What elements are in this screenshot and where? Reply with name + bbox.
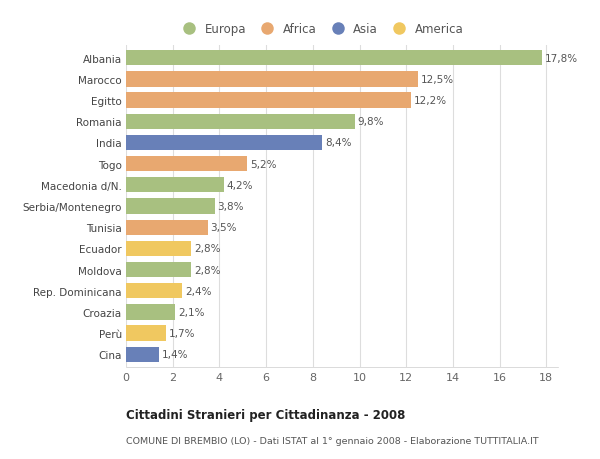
Bar bbox=[126, 51, 542, 66]
Text: 2,4%: 2,4% bbox=[185, 286, 211, 296]
Text: 12,2%: 12,2% bbox=[413, 96, 447, 106]
Bar bbox=[126, 178, 224, 193]
Bar bbox=[126, 347, 158, 362]
Text: 8,4%: 8,4% bbox=[325, 138, 352, 148]
Text: 2,1%: 2,1% bbox=[178, 307, 205, 317]
Text: 3,8%: 3,8% bbox=[218, 202, 244, 212]
Bar bbox=[126, 93, 411, 108]
Text: 5,2%: 5,2% bbox=[250, 159, 277, 169]
Bar bbox=[126, 157, 247, 172]
Bar bbox=[126, 326, 166, 341]
Text: 12,5%: 12,5% bbox=[421, 75, 454, 85]
Bar bbox=[126, 284, 182, 299]
Bar bbox=[126, 72, 418, 87]
Text: 2,8%: 2,8% bbox=[194, 244, 221, 254]
Text: 2,8%: 2,8% bbox=[194, 265, 221, 275]
Bar bbox=[126, 241, 191, 257]
Text: 9,8%: 9,8% bbox=[358, 117, 384, 127]
Text: 1,7%: 1,7% bbox=[169, 328, 195, 338]
Legend: Europa, Africa, Asia, America: Europa, Africa, Asia, America bbox=[178, 23, 463, 36]
Bar bbox=[126, 220, 208, 235]
Text: 17,8%: 17,8% bbox=[544, 54, 578, 64]
Text: 3,5%: 3,5% bbox=[211, 223, 237, 233]
Bar bbox=[126, 199, 215, 214]
Text: Cittadini Stranieri per Cittadinanza - 2008: Cittadini Stranieri per Cittadinanza - 2… bbox=[126, 409, 406, 421]
Bar bbox=[126, 114, 355, 129]
Text: 1,4%: 1,4% bbox=[161, 349, 188, 359]
Text: 4,2%: 4,2% bbox=[227, 180, 253, 190]
Text: COMUNE DI BREMBIO (LO) - Dati ISTAT al 1° gennaio 2008 - Elaborazione TUTTITALIA: COMUNE DI BREMBIO (LO) - Dati ISTAT al 1… bbox=[126, 436, 539, 445]
Bar bbox=[126, 305, 175, 320]
Bar bbox=[126, 263, 191, 278]
Bar bbox=[126, 135, 322, 151]
